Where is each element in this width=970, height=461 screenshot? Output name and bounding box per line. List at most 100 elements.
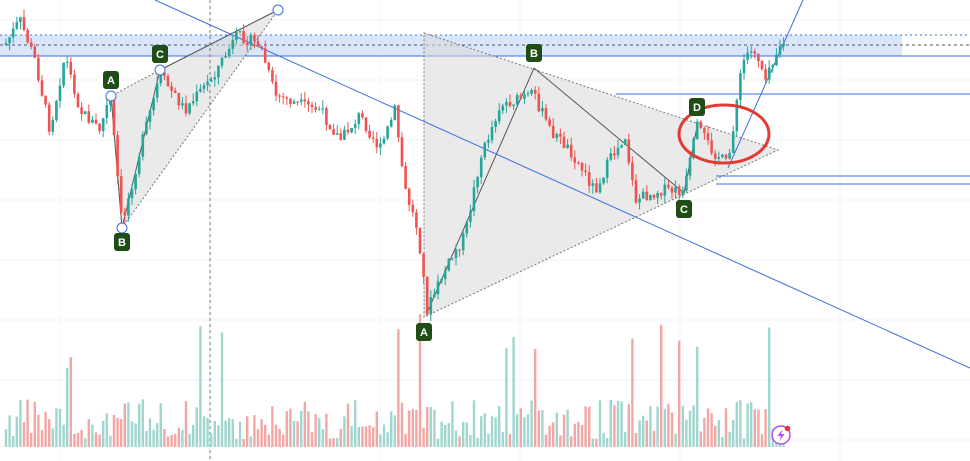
candle-body: [595, 183, 598, 193]
volume-bars: [4, 314, 785, 447]
candle-body: [775, 54, 778, 66]
pattern-handles[interactable]: [105, 4, 284, 234]
downtrend-line[interactable]: [154, 0, 970, 369]
candle-body: [677, 186, 681, 196]
candle-body: [94, 119, 98, 124]
candle-body: [710, 140, 713, 154]
handle-p1-b[interactable]: [116, 222, 128, 234]
candle-body: [407, 188, 411, 205]
volume-bar: [210, 433, 213, 447]
candle-body: [533, 90, 537, 94]
point-label-p2-b[interactable]: B: [526, 44, 542, 62]
point-label-p2-d[interactable]: D: [689, 98, 705, 116]
volume-bar: [328, 438, 332, 447]
volume-bar: [170, 434, 173, 447]
candle-body: [465, 222, 469, 234]
volume-bar: [408, 410, 411, 447]
volume-bar: [120, 419, 123, 447]
volume-bar: [357, 427, 360, 447]
candle-body: [303, 99, 307, 102]
volume-bar: [66, 368, 69, 447]
candle-body: [699, 121, 703, 129]
point-label-p2-c[interactable]: C: [676, 200, 692, 218]
volume-bar: [141, 399, 144, 447]
volume-bar: [386, 432, 389, 447]
candle-body: [339, 133, 343, 140]
handle-p1-a[interactable]: [105, 90, 117, 102]
volume-bar: [390, 411, 393, 447]
candle-body: [541, 108, 544, 112]
candle-body: [137, 156, 141, 175]
candle-body: [771, 65, 775, 68]
candle-body: [393, 105, 397, 120]
candle-body: [173, 90, 177, 93]
candle-body: [98, 123, 101, 132]
candle-body: [285, 97, 289, 99]
handle-p1-end[interactable]: [272, 4, 284, 16]
volume-bar: [724, 408, 728, 447]
volume-bar: [48, 419, 51, 447]
candle-body: [515, 95, 519, 105]
candle-body: [602, 177, 605, 184]
point-label-p1-a[interactable]: A: [103, 71, 119, 89]
candle-body: [706, 133, 710, 141]
volume-bar: [145, 430, 148, 447]
candle-body: [371, 137, 375, 139]
volume-bar: [195, 407, 198, 447]
volume-bar: [674, 433, 677, 447]
volume-bar: [566, 409, 569, 447]
candle-body: [663, 184, 667, 196]
volume-bar: [224, 420, 227, 447]
pattern-point-labels: A B C A B C D: [103, 44, 705, 341]
volume-bar: [343, 416, 346, 447]
volume-bar: [588, 406, 591, 447]
handle-p1-c[interactable]: [154, 64, 166, 76]
volume-bar: [354, 400, 357, 447]
volume-bar: [264, 424, 267, 447]
volume-bar: [274, 424, 278, 447]
volume-bar: [213, 421, 216, 447]
candle-body: [591, 183, 595, 186]
volume-bar: [642, 415, 645, 447]
volume-bar: [249, 436, 252, 447]
candle-body: [638, 198, 641, 203]
volume-bar: [508, 434, 512, 447]
candle-body: [717, 157, 721, 159]
point-label-p2-a[interactable]: A: [416, 323, 432, 341]
candle-body: [746, 52, 749, 60]
volume-bar: [368, 425, 371, 447]
candle-body: [76, 93, 80, 108]
candle-body: [605, 159, 609, 178]
volume-bar: [516, 414, 519, 447]
candle-body: [749, 51, 753, 53]
lightning-icon[interactable]: [771, 425, 791, 445]
point-label-text: A: [420, 327, 428, 339]
volume-bar: [526, 414, 530, 447]
candle-body: [321, 108, 325, 110]
candle-body: [555, 133, 559, 139]
volume-bar: [512, 337, 515, 447]
highlight-circle[interactable]: [677, 103, 771, 165]
candle-body: [674, 186, 677, 193]
candle-body: [119, 176, 123, 212]
volume-bar: [663, 408, 666, 447]
volume-bar: [660, 324, 663, 447]
volume-bar: [174, 433, 177, 447]
volume-bar: [192, 424, 195, 447]
candle-body: [559, 133, 562, 137]
candle-body: [757, 53, 760, 62]
point-label-p1-c[interactable]: C: [152, 45, 168, 63]
point-label-p1-b[interactable]: B: [114, 233, 130, 251]
candle-body: [123, 211, 127, 216]
volume-bar: [382, 424, 386, 447]
candle-body: [19, 17, 22, 23]
volume-bar: [627, 403, 630, 447]
volume-bar: [505, 348, 508, 447]
pattern-2-triangle[interactable]: [423, 32, 780, 318]
volume-bar: [469, 435, 472, 447]
candlesticks: [4, 9, 785, 322]
volume-bar: [296, 421, 299, 447]
candle-body: [400, 137, 404, 167]
candle-body: [569, 144, 573, 158]
